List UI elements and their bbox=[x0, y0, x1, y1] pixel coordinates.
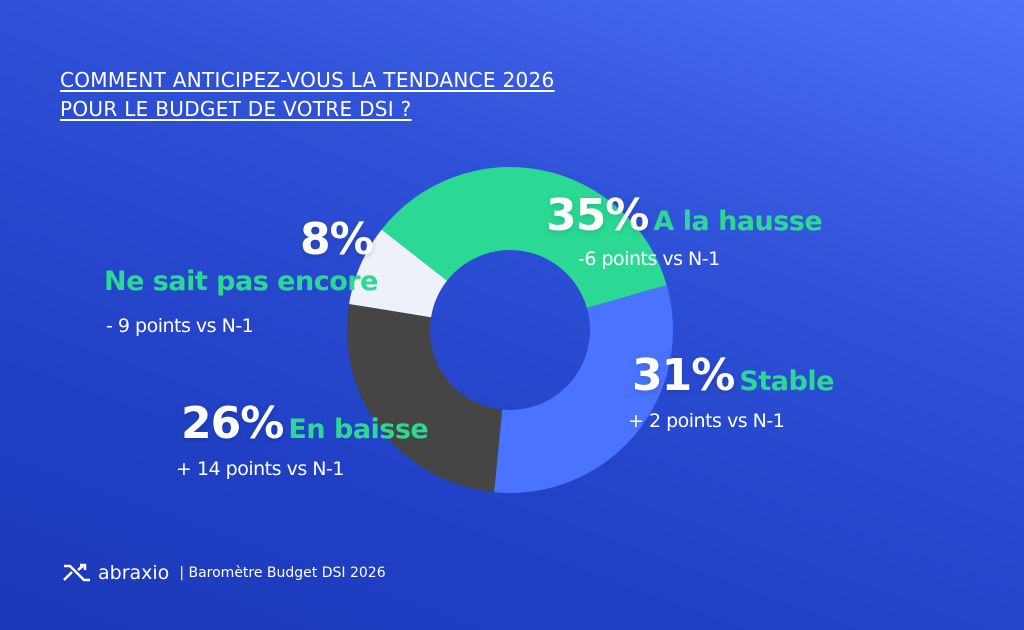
name-stable: Stable bbox=[739, 366, 834, 397]
name-baisse: En baisse bbox=[288, 414, 429, 445]
pct-nsp: 8% bbox=[300, 214, 374, 265]
pct-hausse: 35% bbox=[546, 190, 649, 241]
abraxio-logo-icon bbox=[63, 563, 90, 582]
donut-slice-1 bbox=[494, 285, 673, 494]
footer: abraxio | Baromètre Budget DSI 2026 bbox=[62, 562, 386, 584]
label-stable: 31% Stable bbox=[632, 350, 834, 401]
title-line-1: COMMENT ANTICIPEZ-VOUS LA TENDANCE 2026 bbox=[60, 68, 555, 92]
donut-slice-0 bbox=[381, 166, 667, 308]
delta-nsp: - 9 points vs N-1 bbox=[106, 315, 254, 337]
name-nsp: Ne sait pas encore bbox=[104, 266, 378, 297]
donut-slice-2 bbox=[347, 303, 503, 493]
label-hausse: 35% A la hausse bbox=[546, 190, 823, 241]
pct-baisse: 26% bbox=[181, 398, 284, 449]
chart-title: COMMENT ANTICIPEZ-VOUS LA TENDANCE 2026 … bbox=[60, 66, 555, 124]
delta-baisse: + 14 points vs N-1 bbox=[176, 458, 344, 480]
title-line-2: POUR LE BUDGET DE VOTRE DSI ? bbox=[60, 97, 412, 121]
name-hausse: A la hausse bbox=[653, 206, 823, 237]
footer-caption: | Baromètre Budget DSI 2026 bbox=[179, 565, 386, 581]
pct-stable: 31% bbox=[632, 350, 735, 401]
brand-name: abraxio bbox=[98, 562, 170, 584]
label-baisse: 26% En baisse bbox=[181, 398, 429, 449]
donut-slice-3 bbox=[349, 229, 447, 318]
delta-stable: + 2 points vs N-1 bbox=[628, 410, 785, 432]
delta-hausse: -6 points vs N-1 bbox=[578, 248, 720, 270]
